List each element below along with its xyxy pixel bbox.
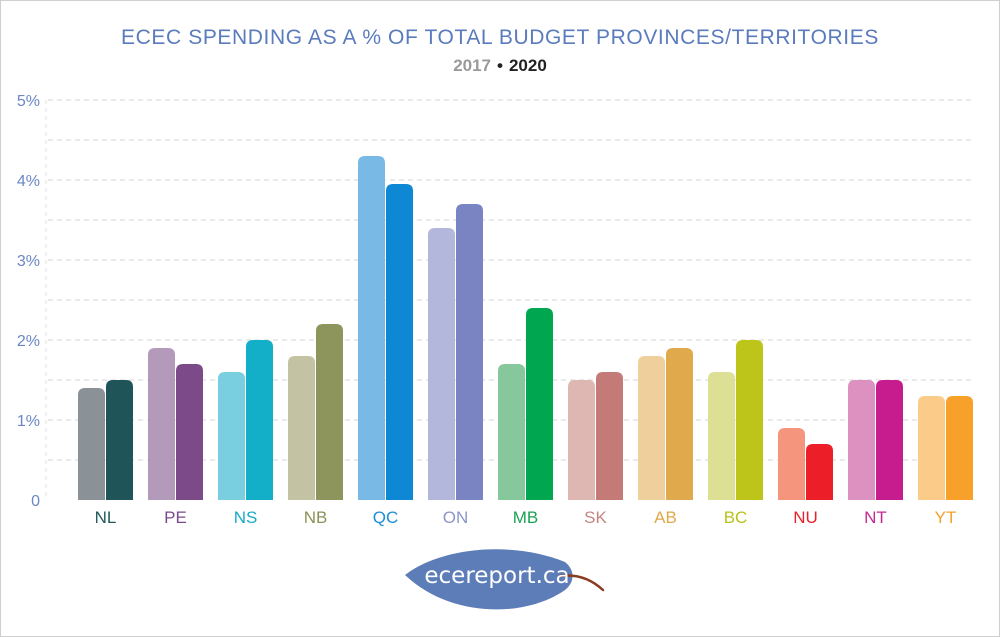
y-tick-label: 3%	[17, 253, 40, 270]
bar-2017-ab	[638, 356, 665, 500]
x-tick-label-nu: NU	[793, 508, 818, 527]
bar-2020-nu	[806, 444, 833, 500]
bar-2020-ab	[666, 348, 693, 500]
leaf-logo-icon	[405, 549, 605, 610]
bar-2017-sk	[568, 380, 595, 500]
bar-2020-qc	[386, 184, 413, 500]
bar-2020-sk	[596, 372, 623, 500]
bar-2020-nt	[876, 380, 903, 500]
bar-2017-nu	[778, 428, 805, 500]
x-tick-label-mb: MB	[513, 508, 539, 527]
x-tick-label-nt: NT	[864, 508, 887, 527]
bar-2020-nl	[106, 380, 133, 500]
x-tick-label-nb: NB	[304, 508, 328, 527]
bar-2020-yt	[946, 396, 973, 500]
chart-title: ECEC SPENDING AS A % OF TOTAL BUDGET PRO…	[121, 26, 879, 49]
bar-2017-nl	[78, 388, 105, 500]
y-tick-label: 5%	[17, 93, 40, 110]
legend-2020: 2020	[508, 56, 547, 75]
x-tick-label-yt: YT	[935, 508, 957, 527]
bar-2020-nb	[316, 324, 343, 500]
bar-2020-on	[456, 204, 483, 500]
bar-2020-bc	[736, 340, 763, 500]
legend-2017: 2017	[453, 56, 492, 75]
x-tick-label-bc: BC	[724, 508, 748, 527]
y-tick-label: 4%	[17, 173, 40, 190]
x-tick-label-on: ON	[443, 508, 469, 527]
bar-2017-nb	[288, 356, 315, 500]
x-tick-label-pe: PE	[164, 508, 187, 527]
y-tick-label: 1%	[17, 413, 40, 430]
bar-2020-ns	[246, 340, 273, 500]
bar-2017-on	[428, 228, 455, 500]
bar-2017-pe	[148, 348, 175, 500]
bar-2017-bc	[708, 372, 735, 500]
legend-separator: •	[497, 56, 503, 75]
y-tick-label: 2%	[17, 333, 40, 350]
logo-text: ecereport.ca	[424, 563, 570, 589]
x-tick-label-qc: QC	[373, 508, 399, 527]
bar-2017-qc	[358, 156, 385, 500]
bar-2020-pe	[176, 364, 203, 500]
bar-2017-ns	[218, 372, 245, 500]
x-tick-label-sk: SK	[584, 508, 607, 527]
bar-2017-nt	[848, 380, 875, 500]
chart-legend: 2017 • 2020	[0, 56, 1000, 76]
x-tick-label-ns: NS	[234, 508, 258, 527]
bar-2017-yt	[918, 396, 945, 500]
bar-2020-mb	[526, 308, 553, 500]
x-tick-label-nl: NL	[95, 508, 117, 527]
bar-2017-mb	[498, 364, 525, 500]
y-tick-label: 0	[31, 493, 40, 510]
x-tick-label-ab: AB	[654, 508, 677, 527]
